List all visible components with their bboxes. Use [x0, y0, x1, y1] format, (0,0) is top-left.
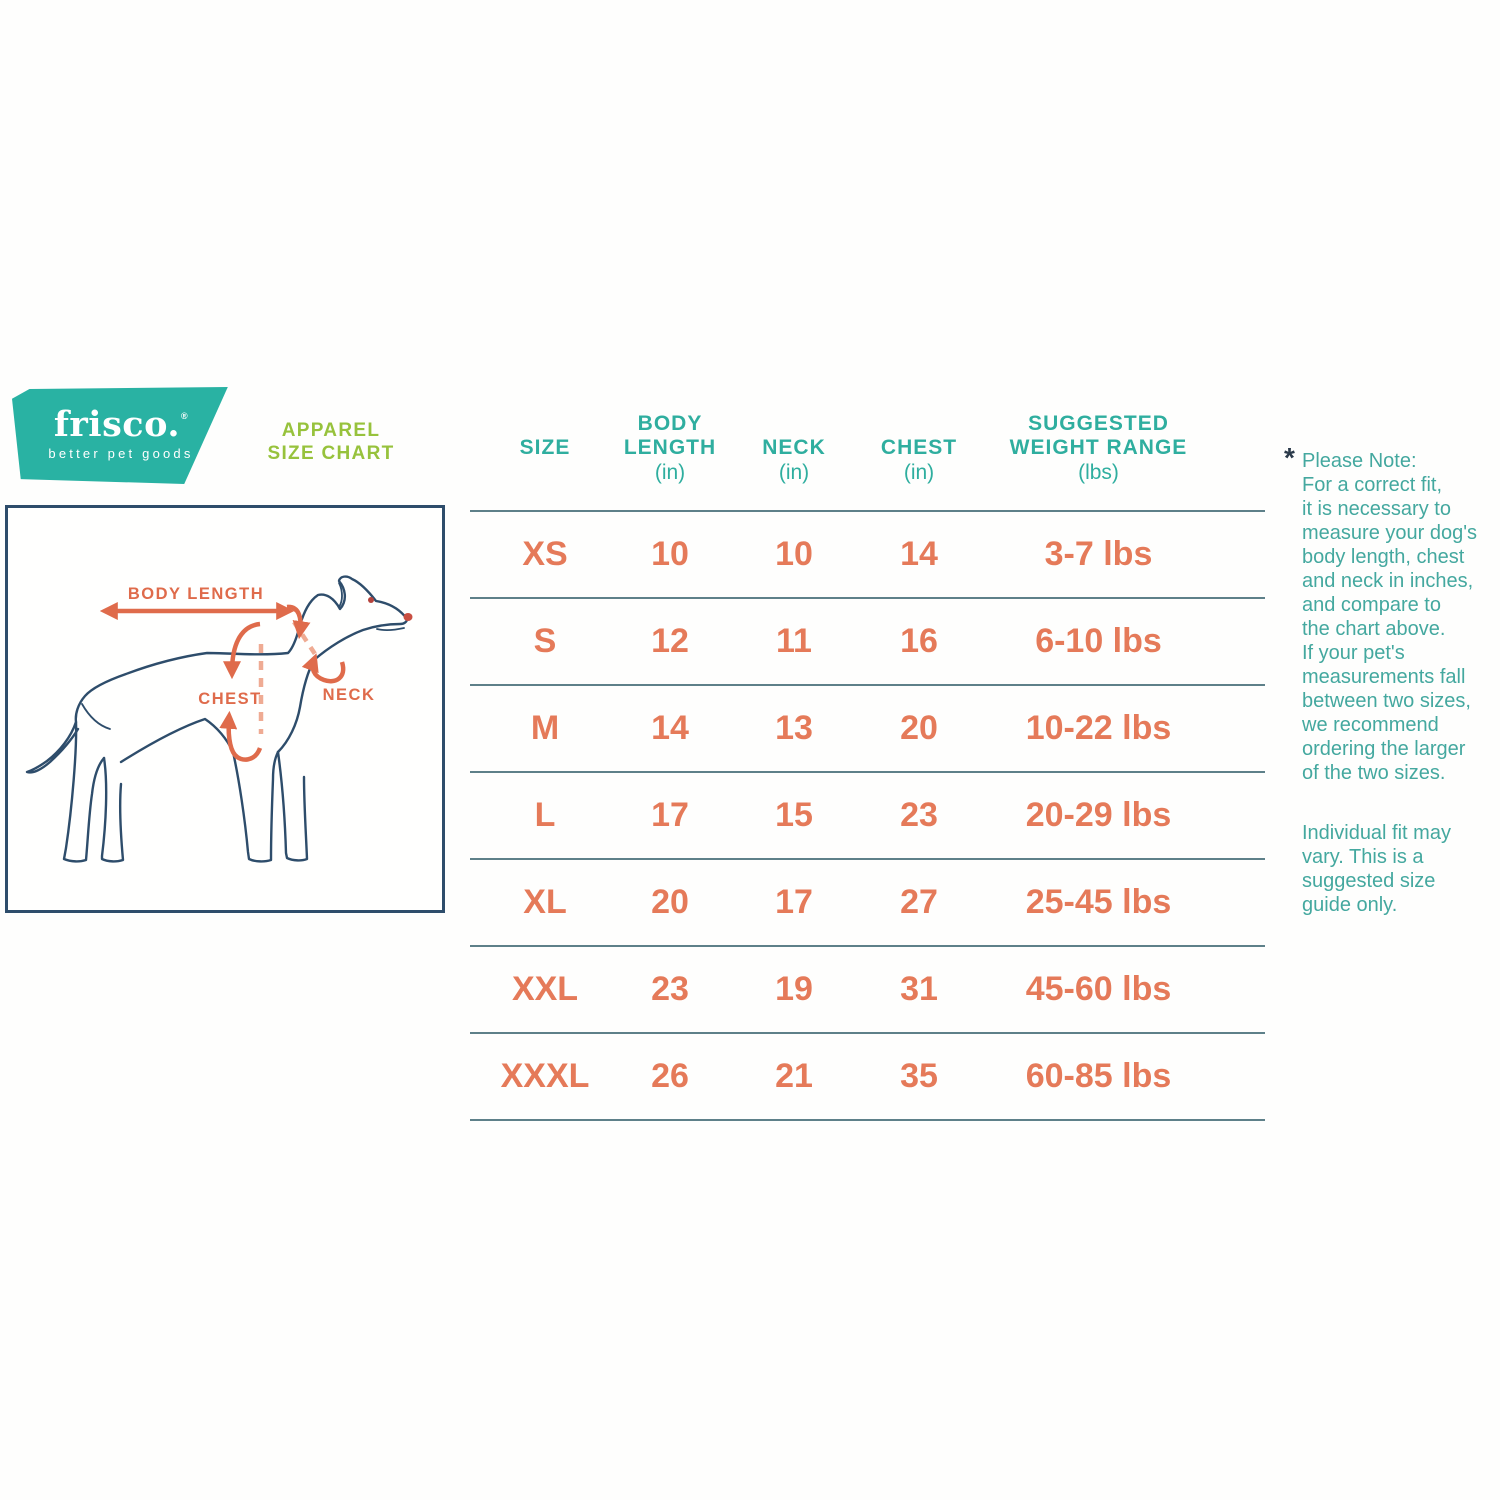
column-header-line: BODY: [637, 412, 703, 435]
body-length-value: 12: [651, 622, 689, 660]
weight-value: 25-45 lbs: [1025, 883, 1172, 921]
column-header-line: WEIGHT RANGE: [1009, 436, 1188, 459]
neck-value: 19: [775, 970, 813, 1008]
size-row-m: M 14 13 20 10-22 lbs: [470, 684, 1265, 771]
column-header-line: (in): [778, 461, 810, 484]
size-value: XXL: [511, 970, 579, 1008]
neck-value: 11: [776, 622, 812, 660]
page-title-line2: SIZE CHART: [267, 443, 395, 464]
chest-label: CHEST: [198, 690, 261, 708]
column-header-line: LENGTH: [623, 436, 717, 459]
neck-value: 13: [775, 709, 813, 747]
neck-value: 15: [775, 796, 813, 834]
weight-value: 3-7 lbs: [1044, 535, 1153, 573]
size-value: XS: [522, 535, 568, 573]
body-length-value: 10: [651, 535, 689, 573]
chest-value: 20: [900, 709, 938, 747]
brand-tagline: better pet goods: [48, 446, 194, 461]
table-header: SIZE BODY LENGTH (in) NECK (in) CHEST (in) SUGG…: [470, 412, 1265, 510]
body-length-value: 26: [651, 1057, 689, 1095]
column-header-line: [542, 460, 548, 486]
page-title: APPAREL SIZE CHART: [241, 419, 421, 465]
neck-label: NECK: [323, 686, 376, 704]
column-header-line: (in): [654, 461, 686, 484]
neck-value: 10: [775, 535, 813, 573]
chest-value: 14: [900, 535, 938, 573]
weight-value: 20-29 lbs: [1025, 796, 1172, 834]
column-header: NECK (in): [720, 412, 868, 508]
dog-outline: [25, 575, 409, 863]
size-row-xl: XL 20 17 27 25-45 lbs: [470, 858, 1265, 945]
weight-value: 6-10 lbs: [1035, 622, 1162, 660]
size-row-xxl: XXL 23 19 31 45-60 lbs: [470, 945, 1265, 1032]
brand-name: frisco.: [53, 404, 181, 445]
dog-nose: [403, 613, 413, 621]
column-header-line: (in): [903, 461, 935, 484]
registered-mark: ®: [181, 411, 189, 421]
size-value: XXXL: [500, 1057, 590, 1095]
neck-arrow-lower: [301, 653, 346, 684]
weight-value: 60-85 lbs: [1025, 1057, 1172, 1095]
neck-arrow-upper: [286, 604, 311, 640]
column-header-line: CHEST: [880, 436, 958, 459]
chest-arrow-lower: [219, 710, 263, 762]
note-paragraph-1: Please Note: For a correct fit, it is ne…: [1302, 450, 1478, 784]
chest-value: 23: [900, 796, 938, 834]
chest-value: 31: [900, 970, 938, 1008]
note-paragraph-2: Individual fit may vary. This is a sugge…: [1302, 822, 1451, 916]
size-row-xs: XS 10 10 14 3-7 lbs: [470, 510, 1265, 597]
size-value: M: [530, 709, 560, 747]
column-header: BODY LENGTH (in): [620, 412, 720, 508]
chest-value: 35: [900, 1057, 938, 1095]
size-row-l: L 17 15 23 20-29 lbs: [470, 771, 1265, 858]
table-rows: XS 10 10 14 3-7 lbs S 12 11 16 6-10 lbs M 14 13 20 10-…: [470, 510, 1265, 1121]
page-title-line1: APPAREL: [281, 420, 381, 441]
size-row-s: S 12 11 16 6-10 lbs: [470, 597, 1265, 684]
column-header: CHEST (in): [868, 412, 970, 508]
size-value: S: [533, 622, 557, 660]
column-header-line: (lbs): [1078, 461, 1119, 484]
body-length-label: BODY LENGTH: [128, 585, 264, 603]
body-length-value: 23: [651, 970, 689, 1008]
weight-value: 45-60 lbs: [1025, 970, 1172, 1008]
size-table: SIZE BODY LENGTH (in) NECK (in) CHEST (in) SUGG…: [470, 412, 1265, 1121]
frisco-logo: frisco.® better pet goods: [12, 386, 228, 484]
measurement-diagram: BODY LENGTH CHEST NECK: [5, 505, 445, 913]
size-value: XL: [523, 883, 567, 921]
size-row-xxxl: XXXL 26 21 35 60-85 lbs: [470, 1032, 1265, 1119]
body-length-value: 20: [651, 883, 689, 921]
note-column: * Please Note: For a correct fit, it is …: [1284, 444, 1500, 917]
brand-wordmark: frisco.®: [12, 398, 228, 445]
asterisk-mark: *: [1284, 442, 1295, 473]
body-length-value: 17: [651, 796, 689, 834]
size-value: L: [534, 796, 556, 834]
column-header: SUGGESTED WEIGHT RANGE (lbs): [970, 412, 1265, 508]
body-length-value: 14: [651, 709, 689, 747]
column-header-line: SUGGESTED: [1028, 412, 1169, 435]
neck-value: 21: [775, 1057, 813, 1095]
dog-illustration: BODY LENGTH CHEST NECK: [25, 575, 413, 863]
chest-value: 16: [900, 622, 938, 660]
weight-value: 10-22 lbs: [1025, 709, 1172, 747]
chest-value: 27: [900, 883, 938, 921]
dog-eye: [368, 597, 374, 603]
chest-arrow-upper: [223, 621, 261, 680]
column-header: SIZE: [470, 412, 620, 508]
neck-value: 17: [775, 883, 813, 921]
column-header-line: NECK: [762, 436, 826, 459]
column-header-line: SIZE: [519, 436, 571, 459]
